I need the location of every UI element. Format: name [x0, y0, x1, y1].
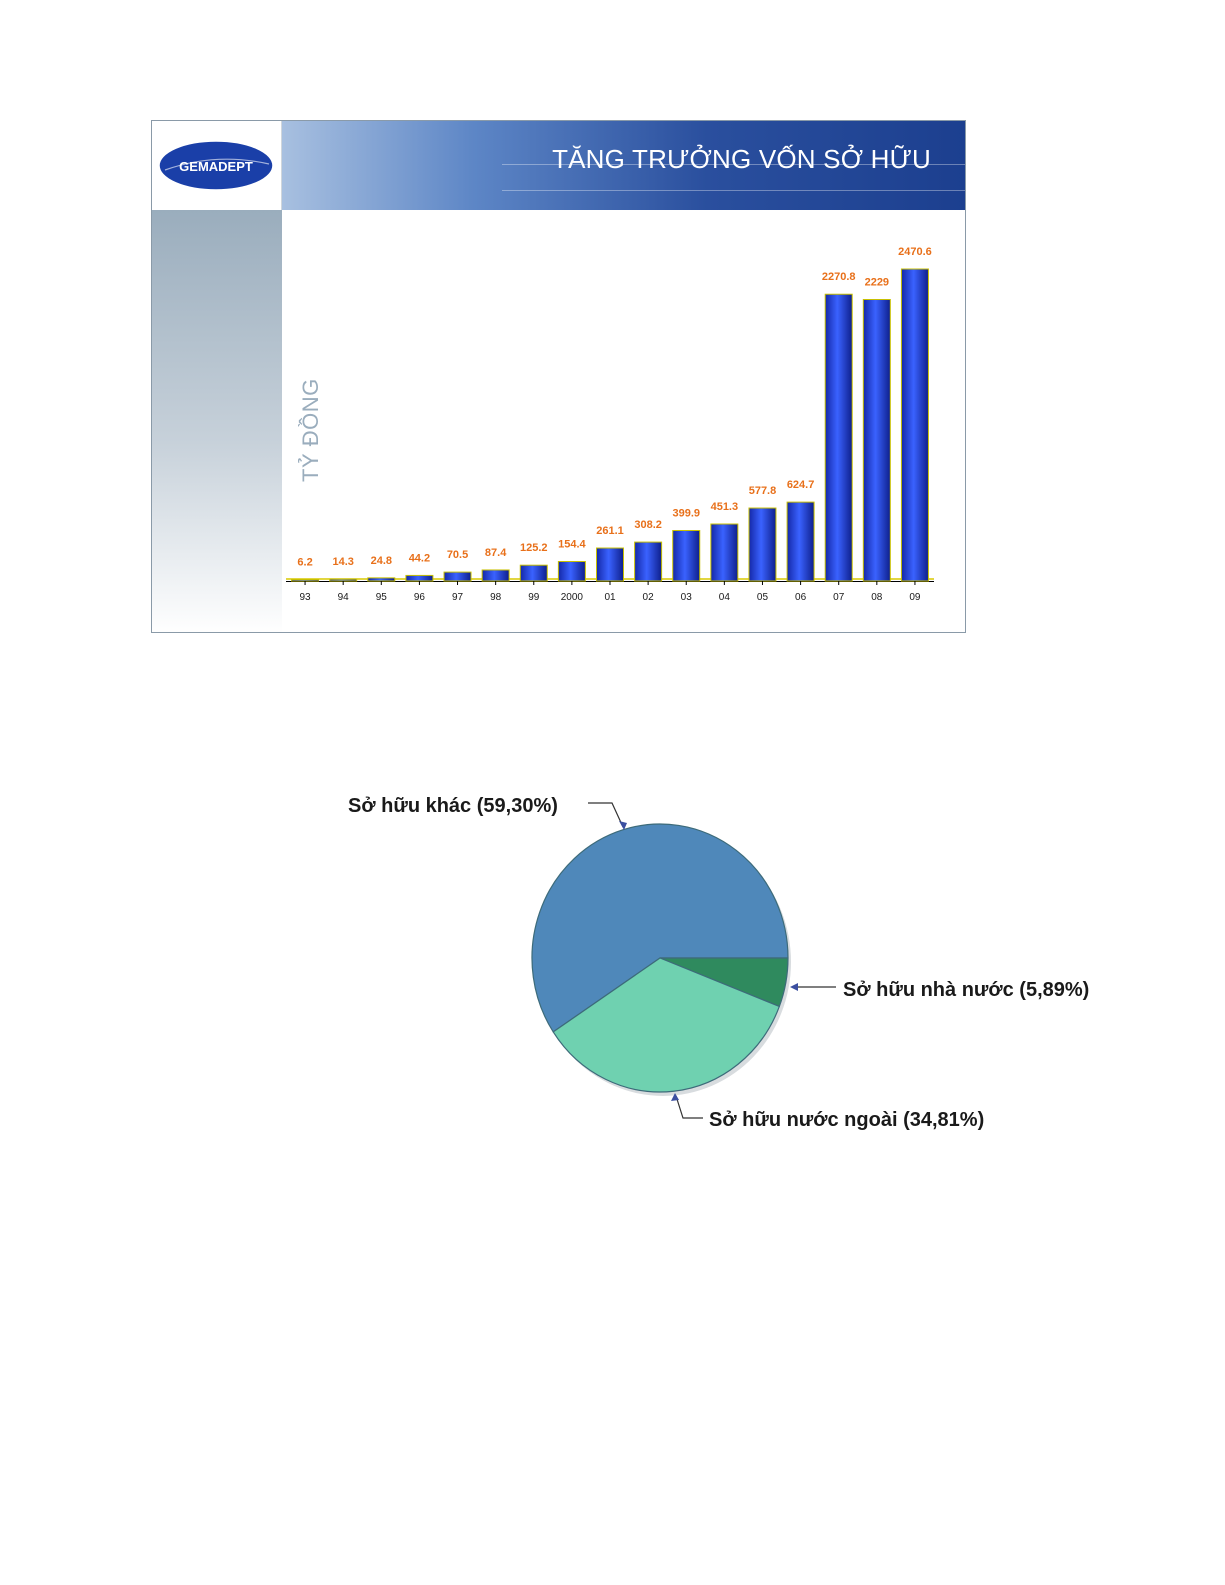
bar-value-label: 87.4 [485, 547, 507, 559]
x-tick-label: 04 [719, 592, 731, 603]
bar-value-label: 2270.8 [822, 271, 856, 283]
bar-03 [672, 529, 701, 582]
bar-value-label: 577.8 [749, 485, 777, 497]
x-tick-label: 94 [338, 592, 350, 603]
bar-02 [634, 541, 663, 582]
callout-arrow [790, 983, 798, 991]
pie-slice-label: Sở hữu nước ngoài (34,81%) [709, 1109, 984, 1131]
bar-07 [824, 293, 853, 582]
callout-line [675, 1095, 703, 1119]
bar-value-label: 2229 [865, 277, 889, 289]
x-tick-label: 07 [833, 592, 845, 603]
bar-value-label: 6.2 [297, 557, 312, 569]
callout-line [588, 802, 624, 828]
bar-08 [862, 299, 891, 582]
x-tick-label: 09 [909, 592, 921, 603]
bar-04 [710, 523, 739, 582]
x-tick-label: 99 [528, 592, 540, 603]
bar-value-label: 44.2 [409, 552, 430, 564]
x-tick-label: 03 [681, 592, 693, 603]
gemadept-logo: GEMADEPT [158, 140, 274, 191]
x-tick-label: 05 [757, 592, 769, 603]
bar-09 [900, 268, 929, 582]
bar-value-label: 125.2 [520, 542, 548, 554]
logo-text: GEMADEPT [179, 159, 253, 174]
bar-05 [748, 507, 777, 582]
pie-slice-2 [552, 957, 780, 1093]
chart-title: TĂNG TRƯỞNG VỐN SỞ HỮU [552, 144, 931, 174]
x-tick-label: 93 [299, 592, 311, 603]
bar-value-label: 2470.6 [898, 246, 932, 258]
left-decor-band [152, 210, 282, 632]
bar-value-label: 308.2 [634, 519, 662, 531]
bar-01 [596, 547, 624, 582]
x-tick-label: 95 [376, 592, 388, 603]
pie-slice-label: Sở hữu nhà nước (5,89%) [843, 979, 1089, 1001]
header-band: TĂNG TRƯỞNG VỐN SỞ HỮU [282, 121, 965, 210]
x-tick-label: 98 [490, 592, 502, 603]
bar-value-label: 24.8 [371, 555, 392, 567]
bar-06 [786, 501, 815, 582]
bar-value-label: 14.3 [332, 556, 353, 568]
x-tick-label: 02 [643, 592, 655, 603]
x-tick-label: 97 [452, 592, 464, 603]
x-tick-label: 2000 [561, 592, 584, 603]
x-tick-label: 01 [604, 592, 616, 603]
bar-value-label: 451.3 [711, 501, 739, 513]
chart-slide: GEMADEPT TĂNG TRƯỞNG VỐN SỞ HỮU TỶ ĐỒNG … [151, 120, 966, 633]
bar-value-label: 624.7 [787, 479, 815, 491]
bar-value-label: 261.1 [596, 525, 624, 537]
x-tick-label: 06 [795, 592, 807, 603]
callout-arrow [619, 821, 627, 830]
bar-value-label: 154.4 [558, 539, 586, 551]
pie-slice-0 [531, 823, 789, 1033]
x-tick-label: 96 [414, 592, 426, 603]
x-tick-label: 08 [871, 592, 883, 603]
bar-value-label: 70.5 [447, 549, 468, 561]
bar-value-label: 399.9 [672, 507, 700, 519]
bar-chart: 6.2 93 14.3 94 24.8 95 44.2 96 70.5 97 87.4 98 125.2… [286, 246, 934, 603]
callout-arrow [671, 1093, 679, 1101]
logo-box: GEMADEPT [152, 121, 282, 210]
pie-slice-label: Sở hữu khác (59,30%) [348, 795, 558, 817]
